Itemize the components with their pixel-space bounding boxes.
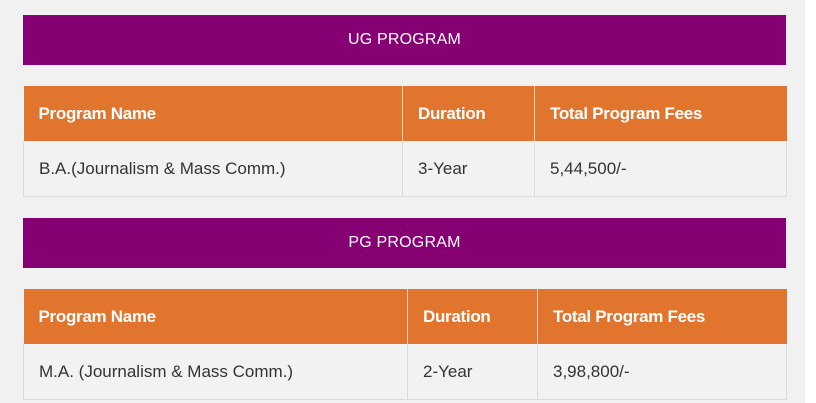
program-name-header: Program Name <box>23 289 408 344</box>
table-header-row: Program Name Duration Total Program Fees <box>23 289 787 344</box>
total-fees-cell: 3,98,800/- <box>537 344 787 400</box>
duration-cell: 3-Year <box>402 141 535 197</box>
table-row: M.A. (Journalism & Mass Comm.) 2-Year 3,… <box>23 344 787 400</box>
pg-program-section: PG PROGRAM Program Name Duration Total P… <box>23 218 787 400</box>
total-fees-header: Total Program Fees <box>534 86 787 141</box>
duration-header: Duration <box>402 86 535 141</box>
program-name-cell: M.A. (Journalism & Mass Comm.) <box>23 344 408 400</box>
duration-header: Duration <box>407 289 538 344</box>
pg-fees-table: Program Name Duration Total Program Fees… <box>23 289 787 400</box>
total-fees-header: Total Program Fees <box>537 289 787 344</box>
program-name-header: Program Name <box>23 86 403 141</box>
table-row: B.A.(Journalism & Mass Comm.) 3-Year 5,4… <box>23 141 787 197</box>
program-name-cell: B.A.(Journalism & Mass Comm.) <box>23 141 403 197</box>
ug-program-banner: UG PROGRAM <box>23 15 786 65</box>
total-fees-cell: 5,44,500/- <box>534 141 787 197</box>
ug-fees-table: Program Name Duration Total Program Fees… <box>23 86 787 197</box>
pg-program-banner: PG PROGRAM <box>23 218 786 268</box>
ug-program-section: UG PROGRAM Program Name Duration Total P… <box>23 15 787 197</box>
table-header-row: Program Name Duration Total Program Fees <box>23 86 787 141</box>
duration-cell: 2-Year <box>407 344 538 400</box>
